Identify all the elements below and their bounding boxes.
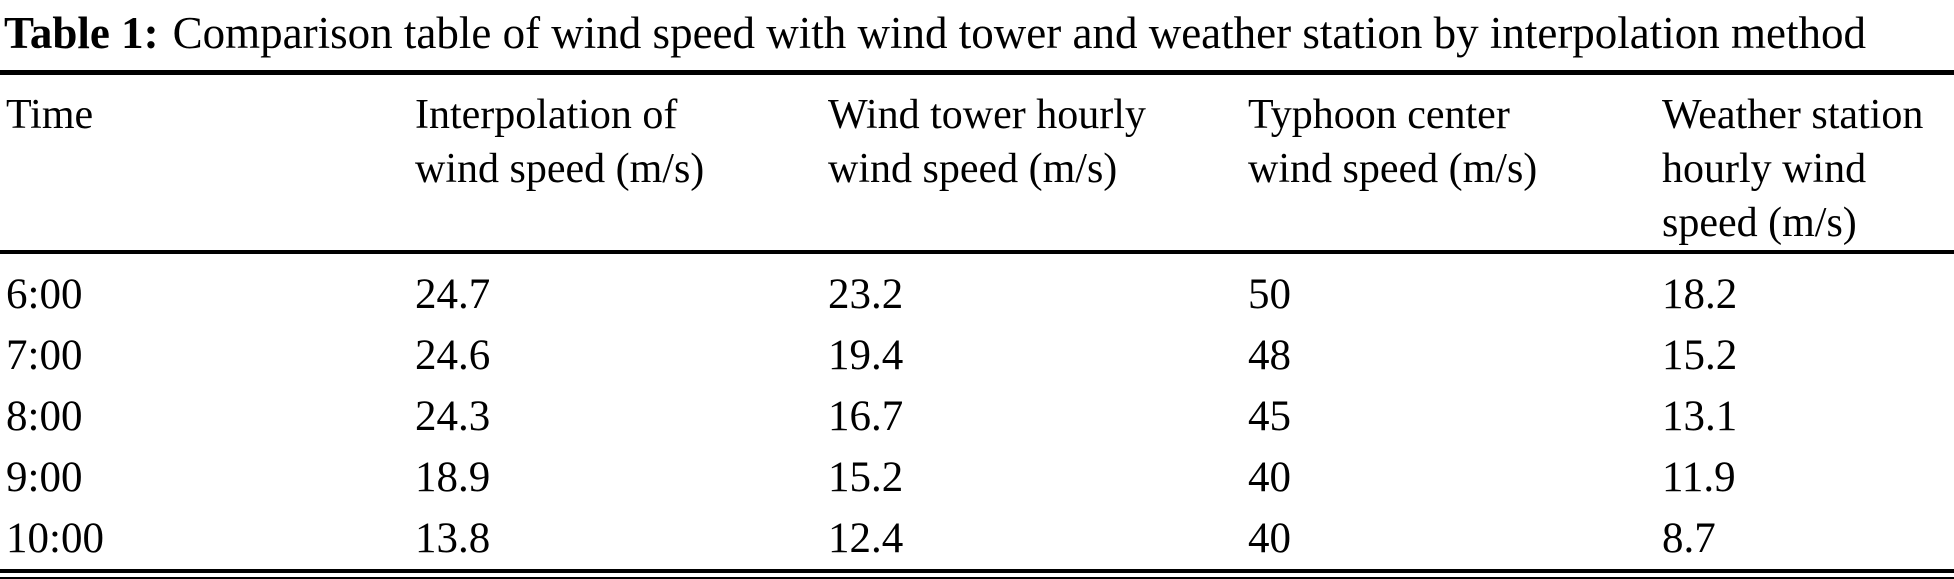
table-caption: Table 1: Comparison table of wind speed w… — [0, 0, 1954, 70]
table-cell-time: 10:00 — [6, 515, 104, 562]
column-header-interpolation: Interpolation of wind speed (m/s) — [415, 92, 705, 192]
table-cell-typhoon-center: 50 — [1248, 271, 1291, 318]
table-cell-weather-station: 18.2 — [1662, 271, 1738, 318]
table-row: 8:00 24.3 16.7 45 13.1 — [0, 386, 1954, 447]
comparison-table: Time Interpolation of wind speed (m/s) W… — [0, 70, 1954, 579]
table-cell-weather-station: 15.2 — [1662, 332, 1738, 379]
table-row: 7:00 24.6 19.4 48 15.2 — [0, 325, 1954, 386]
table-row: 6:00 24.7 23.2 50 18.2 — [0, 264, 1954, 325]
table-cell-wind-tower: 15.2 — [828, 454, 904, 501]
table-cell-time: 7:00 — [6, 332, 83, 379]
table-cell-time: 8:00 — [6, 393, 83, 440]
table-caption-label: Table 1: — [4, 8, 159, 58]
table-row: 10:00 13.8 12.4 40 8.7 — [0, 508, 1954, 569]
table-cell-wind-tower: 16.7 — [828, 393, 904, 440]
table-cell-time: 6:00 — [6, 271, 83, 318]
table-cell-typhoon-center: 40 — [1248, 515, 1291, 562]
table-body: 6:00 24.7 23.2 50 18.2 7:00 24.6 19.4 48… — [0, 254, 1954, 573]
column-header-weather-station: Weather station hourly wind speed (m/s) — [1662, 92, 1924, 246]
column-header-typhoon-center: Typhoon center wind speed (m/s) — [1248, 92, 1538, 192]
table-cell-wind-tower: 23.2 — [828, 271, 904, 318]
table-cell-typhoon-center: 45 — [1248, 393, 1291, 440]
table-row: 9:00 18.9 15.2 40 11.9 — [0, 447, 1954, 508]
table-cell-wind-tower: 19.4 — [828, 332, 904, 379]
table-caption-text: Comparison table of wind speed with wind… — [172, 8, 1867, 58]
table-bottom-rule — [0, 577, 1954, 579]
table-cell-time: 9:00 — [6, 454, 83, 501]
table-header-row: Time Interpolation of wind speed (m/s) W… — [0, 70, 1954, 254]
table-cell-interpolation: 24.3 — [415, 393, 491, 440]
table-cell-interpolation: 18.9 — [415, 454, 491, 501]
table-cell-weather-station: 8.7 — [1662, 515, 1716, 562]
column-header-time: Time — [6, 92, 94, 138]
table-cell-weather-station: 11.9 — [1662, 454, 1736, 501]
table-cell-weather-station: 13.1 — [1662, 393, 1738, 440]
table-cell-wind-tower: 12.4 — [828, 515, 904, 562]
table-cell-interpolation: 24.7 — [415, 271, 491, 318]
table-cell-typhoon-center: 40 — [1248, 454, 1291, 501]
table-cell-interpolation: 24.6 — [415, 332, 491, 379]
table-cell-typhoon-center: 48 — [1248, 332, 1291, 379]
column-header-wind-tower: Wind tower hourly wind speed (m/s) — [828, 92, 1146, 192]
table-cell-interpolation: 13.8 — [415, 515, 491, 562]
